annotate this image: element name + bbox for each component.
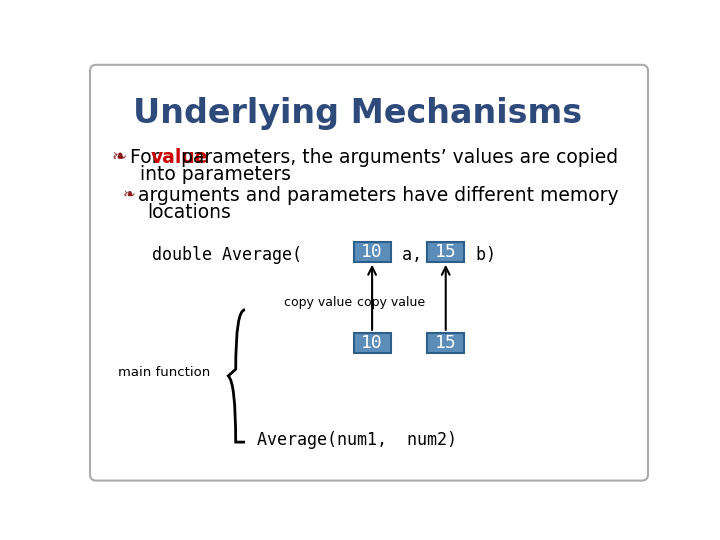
Text: 10: 10 (361, 243, 383, 261)
Text: ❧: ❧ (112, 148, 127, 166)
Text: into parameters: into parameters (140, 165, 291, 184)
FancyBboxPatch shape (427, 333, 464, 353)
Text: copy value: copy value (357, 296, 426, 309)
Text: value: value (150, 148, 208, 167)
Text: Underlying Mechanisms: Underlying Mechanisms (132, 97, 582, 130)
Text: main function: main function (118, 366, 210, 379)
FancyBboxPatch shape (354, 242, 391, 262)
Text: For: For (130, 148, 166, 167)
FancyBboxPatch shape (90, 65, 648, 481)
Text: copy value: copy value (284, 296, 352, 309)
FancyBboxPatch shape (427, 242, 464, 262)
Text: 10: 10 (361, 334, 383, 352)
Text: 15: 15 (435, 334, 456, 352)
Text: a,: a, (392, 246, 422, 264)
Text: ❧: ❧ (122, 186, 135, 201)
Text: 15: 15 (435, 243, 456, 261)
Text: double Average(: double Average( (152, 246, 302, 264)
Text: parameters, the arguments’ values are copied: parameters, the arguments’ values are co… (175, 148, 618, 167)
Text: b): b) (466, 246, 496, 264)
FancyBboxPatch shape (354, 333, 391, 353)
Text: locations: locations (148, 202, 231, 221)
Text: Average(num1,  num2): Average(num1, num2) (256, 431, 456, 449)
Text: arguments and parameters have different memory: arguments and parameters have different … (138, 186, 618, 205)
